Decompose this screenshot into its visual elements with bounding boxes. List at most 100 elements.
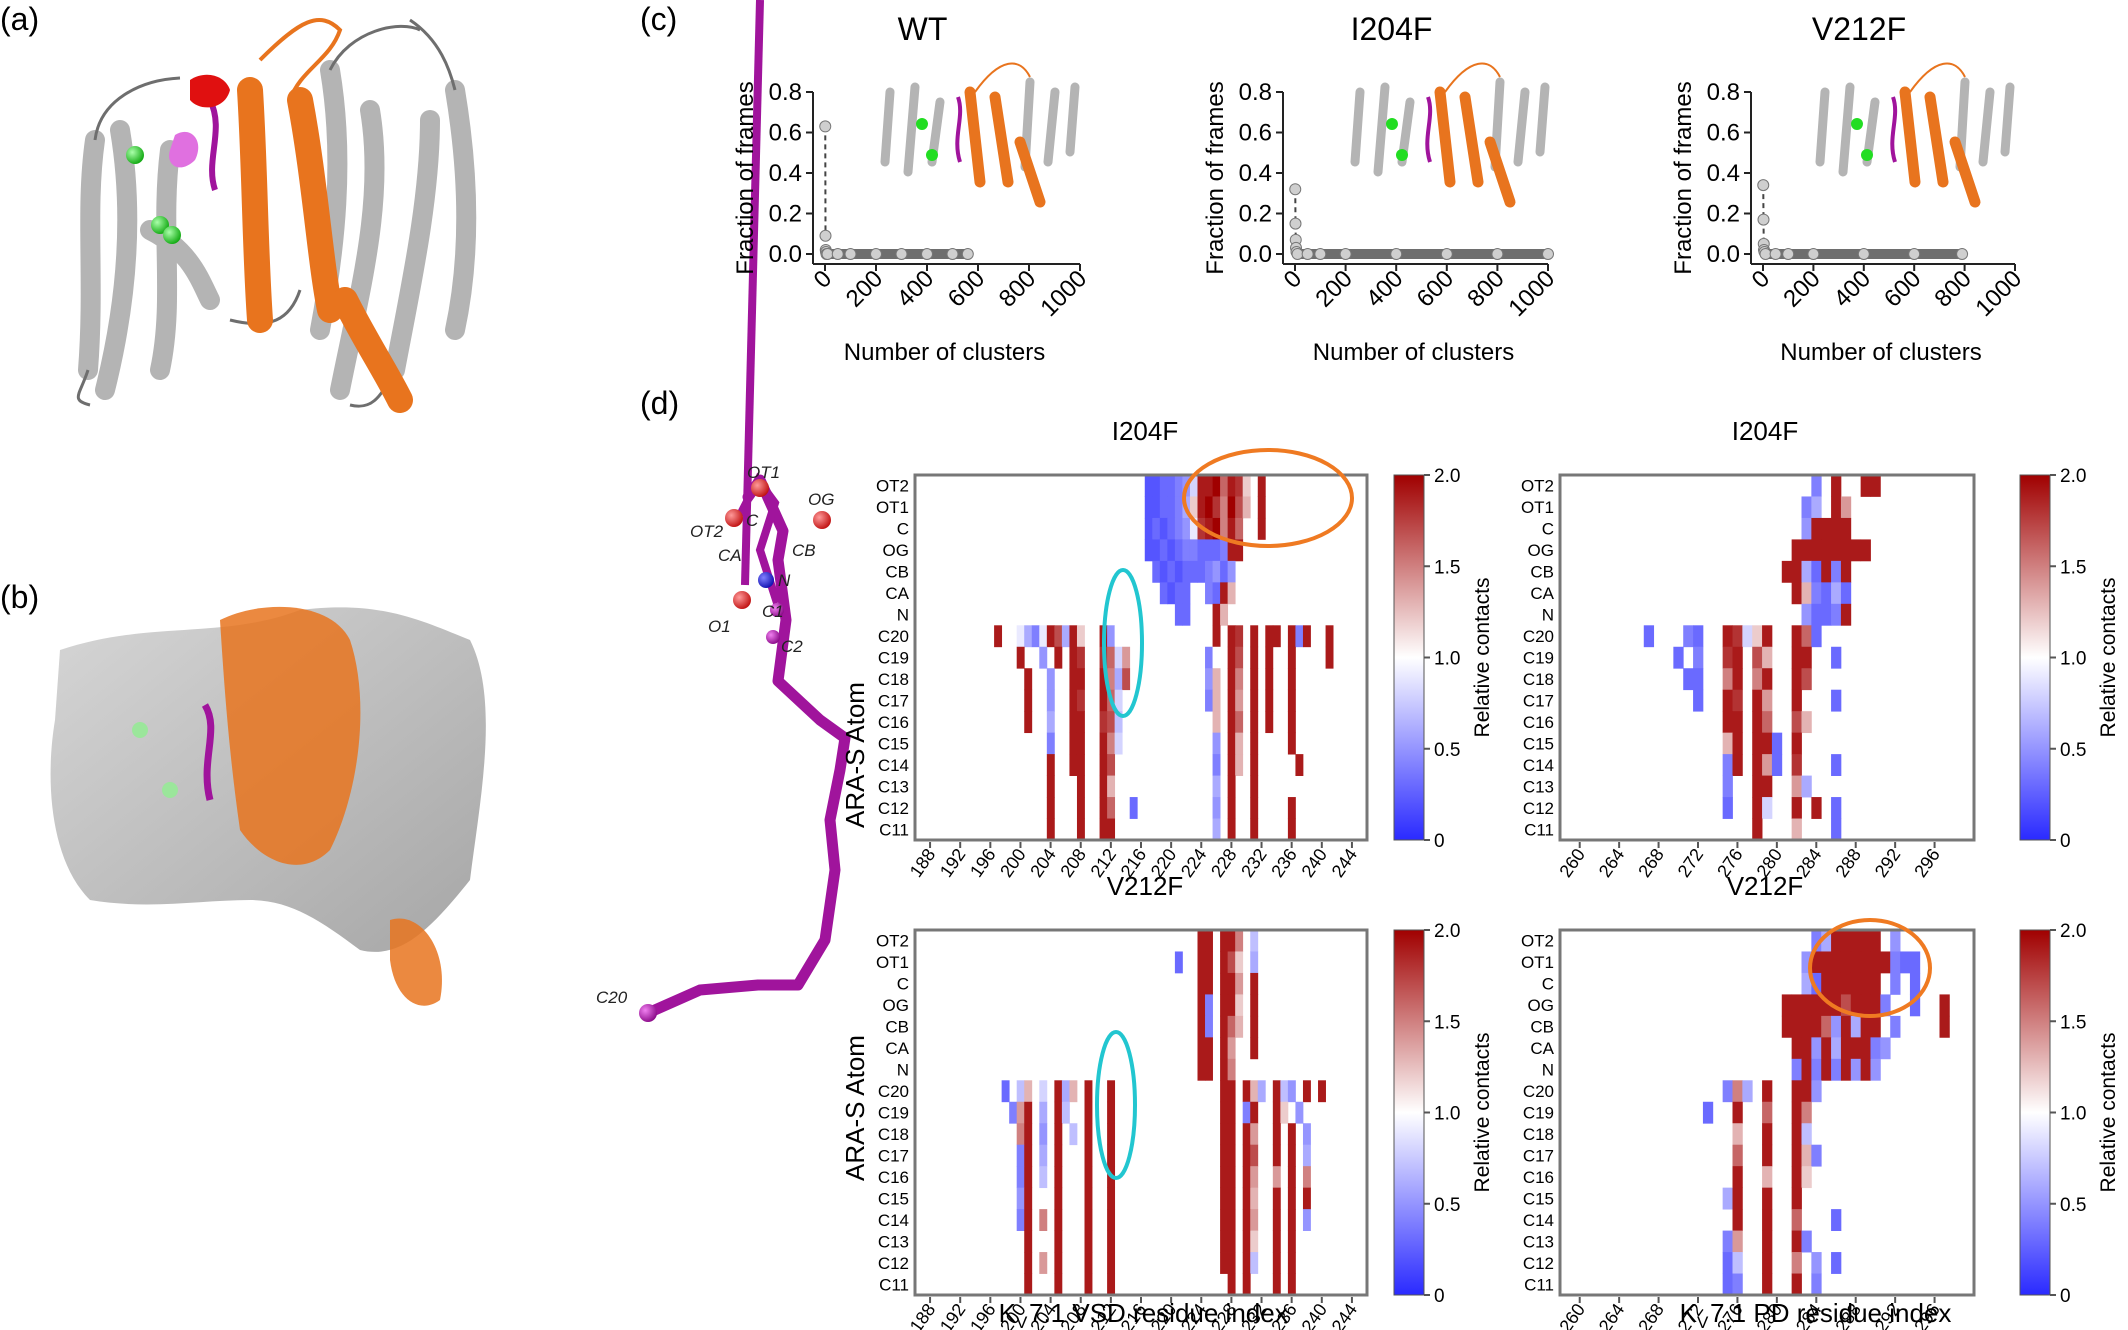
heatmap-cell — [1287, 1252, 1296, 1274]
x-tick-label: 240 — [1297, 1300, 1331, 1330]
heatmap-frame — [913, 473, 1369, 842]
heatmap-cell — [1227, 646, 1236, 669]
data-point — [844, 248, 857, 260]
heatmap-cell — [1001, 1080, 1010, 1103]
heatmap-cell — [1732, 646, 1743, 669]
heatmap-cell — [1762, 732, 1773, 755]
heatmap-cell — [1235, 972, 1244, 995]
heatmap-cell — [1076, 689, 1085, 712]
heatmap-cell — [1732, 711, 1743, 734]
heatmap-cell — [1212, 754, 1221, 776]
heatmap-cell — [1811, 582, 1822, 605]
row-label: OG — [883, 541, 909, 560]
row-label: C — [1542, 520, 1554, 539]
heatmap-cell — [1212, 625, 1221, 648]
heatmap-cell — [1295, 754, 1304, 776]
heatmap-cell — [1762, 668, 1773, 691]
heatmap-cell — [1811, 1058, 1822, 1081]
heatmap-cell — [1811, 1037, 1822, 1060]
heatmap-cell — [1287, 732, 1296, 755]
x-tick-label: 288 — [1831, 845, 1865, 881]
heatmap-cell — [1880, 951, 1891, 974]
heatmap-title: I204F — [1732, 416, 1799, 446]
heatmap-cell — [1227, 775, 1236, 798]
heatmap-cell — [1831, 818, 1842, 841]
heatmap-cell — [1061, 625, 1070, 648]
heatmap-cell — [1831, 754, 1842, 776]
heatmap-cell — [1235, 994, 1244, 1017]
heatmap-cell — [1235, 475, 1244, 497]
row-label: C12 — [1523, 799, 1554, 818]
heatmap-cell — [1791, 1209, 1802, 1231]
y-axis-label: Fraction of frames — [1670, 81, 1697, 274]
heatmap-cell — [1054, 1230, 1063, 1253]
heatmap-cell — [1302, 1187, 1311, 1210]
data-point — [1857, 248, 1870, 260]
row-label: C20 — [1523, 627, 1554, 646]
heatmap-cell — [1287, 689, 1296, 712]
row-label: OG — [883, 996, 909, 1015]
heatmap-cell — [1220, 951, 1229, 974]
heatmap-cell — [1107, 646, 1116, 669]
ligand-density-red — [190, 74, 230, 108]
heatmap-cell — [1791, 732, 1802, 755]
heatmap-cell — [1693, 668, 1704, 691]
heatmap-cell — [1114, 689, 1123, 712]
heatmap-cell — [1752, 775, 1763, 798]
heatmap-cell — [1046, 775, 1055, 798]
heatmap-cell — [1220, 1144, 1229, 1167]
x-tick-label: 200 — [841, 265, 888, 312]
heatmap-cell — [1159, 582, 1168, 605]
heatmap-cell — [1762, 646, 1773, 669]
heatmap-3: OT2 OT1 C OG CB CA N C20 C19 C18 C17 C16 C15 C14 C13 C1… — [1521, 871, 2120, 1330]
heatmap-cell — [1742, 1080, 1753, 1103]
ara-s-chain — [642, 474, 851, 1019]
heatmap-cell — [1762, 1080, 1773, 1103]
heatmap-cell — [1250, 1015, 1259, 1038]
heatmap-cell — [1076, 732, 1085, 755]
row-label: N — [897, 1061, 909, 1080]
data-point — [819, 229, 832, 242]
colorbar-tick-label: 2.0 — [1434, 921, 1460, 942]
heatmap-cell — [1722, 1273, 1733, 1296]
x-tick-label: 400 — [1361, 265, 1408, 312]
heatmap-cell — [1107, 1144, 1116, 1167]
heatmap-cell — [1801, 972, 1812, 995]
heatmap-cell — [1212, 797, 1221, 819]
heatmap-cell — [1791, 1230, 1802, 1253]
data-point — [895, 248, 908, 260]
heatmap-cell — [1205, 582, 1213, 605]
inset-gray-helix — [1373, 82, 1390, 177]
heatmap-cell — [1287, 625, 1296, 648]
heatmap-cell — [1801, 646, 1812, 669]
heatmap-cell — [1182, 560, 1191, 583]
heatmap-cell — [1287, 668, 1296, 691]
heatmap-cell — [1870, 972, 1881, 995]
x-tick-label: 600 — [1879, 265, 1926, 312]
vsd-xlabel-rest: 7.1 VSD residue index — [1029, 1298, 1288, 1328]
heatmap-cell — [1039, 1252, 1048, 1274]
heatmap-cell — [1732, 1273, 1743, 1296]
y-tick-label: 0.4 — [1239, 160, 1272, 187]
heatmap-cell — [1242, 1080, 1251, 1103]
heatmap-cell — [1693, 646, 1704, 669]
heatmap-frame — [1558, 473, 1976, 842]
heatmap-cell — [1752, 689, 1763, 712]
heatmap-cell — [1174, 475, 1183, 497]
heatmap-cell — [1054, 646, 1063, 669]
heatmap-cell — [1811, 1080, 1822, 1103]
inset-green-atom — [1861, 149, 1873, 161]
heatmap-cell — [1084, 1080, 1093, 1103]
row-label: OT1 — [876, 498, 909, 517]
atom-label: OT1 — [747, 463, 780, 482]
heatmap-cell — [1840, 930, 1852, 952]
heatmap-cell — [1287, 818, 1296, 841]
heatmap-cell — [1107, 1080, 1116, 1103]
heatmap-cell — [1250, 1230, 1259, 1253]
heatmap-cell — [1024, 1209, 1033, 1231]
row-label: CA — [1530, 1039, 1554, 1058]
heatmap-cell — [1227, 818, 1236, 841]
heatmap-cell — [1791, 775, 1802, 798]
heatmap-cell — [1099, 711, 1108, 734]
heatmap-cell — [1227, 972, 1236, 995]
